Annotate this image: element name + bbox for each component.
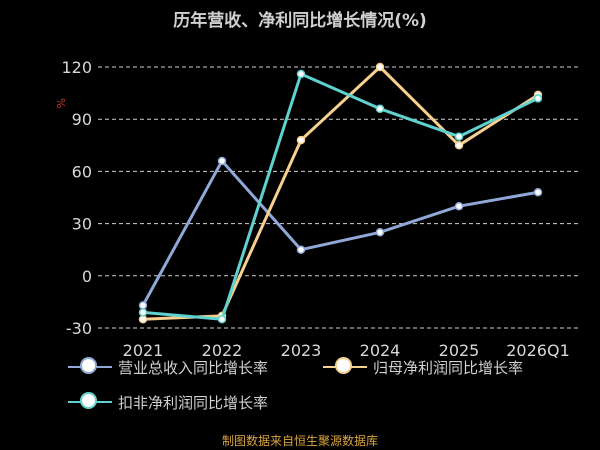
- data-point: [296, 69, 306, 79]
- x-tick-label: 2023: [281, 341, 322, 360]
- data-point: [296, 245, 306, 254]
- data-point: [533, 188, 543, 197]
- legend-marker: [323, 355, 367, 379]
- y-tick-labels: -30 0 30 60 90 120: [61, 58, 92, 338]
- data-point: [217, 156, 227, 166]
- series-line: [142, 72, 539, 321]
- x-tick-label: 2021: [123, 341, 164, 360]
- legend-label: 营业总收入同比增长率: [118, 358, 269, 377]
- data-point: [375, 104, 385, 114]
- legend-marker: [68, 355, 112, 379]
- series-1: [138, 156, 543, 310]
- series-line: [141, 159, 539, 307]
- y-tick-label: 120: [61, 58, 92, 77]
- chart-title: 历年营收、净利同比增长情况(%): [173, 11, 427, 31]
- data-point: [217, 315, 227, 324]
- series-3: [138, 69, 543, 324]
- legend-item[interactable]: 归母净利润同比增长率: [323, 355, 523, 379]
- data-point: [454, 141, 464, 150]
- y-tick-label: 90: [72, 110, 92, 129]
- data-point: [375, 228, 385, 237]
- y-tick-label: 60: [72, 162, 92, 181]
- legend-item[interactable]: 营业总收入同比增长率: [68, 355, 268, 379]
- y-tick-label: 30: [72, 215, 92, 234]
- x-tick-label: 2026Q1: [506, 341, 570, 360]
- data-point: [454, 201, 464, 211]
- series-line: [142, 65, 539, 321]
- legend-label: 扣非净利润同比增长率: [118, 393, 269, 412]
- data-point: [296, 135, 306, 145]
- series-2: [138, 62, 543, 324]
- series-layer: [138, 62, 543, 324]
- data-point: [138, 301, 148, 310]
- source-note: 制图数据来自恒生聚源数据库: [221, 434, 378, 448]
- x-tick-labels: 2021 2022 2023 2024 2025 2026Q1: [123, 341, 570, 360]
- y-tick-label: 0: [82, 267, 92, 286]
- y-tick-label: -30: [66, 319, 92, 338]
- x-tick-label: 2025: [439, 341, 480, 360]
- legend-label: 归母净利润同比增长率: [373, 358, 524, 377]
- legend-item[interactable]: 扣非净利润同比增长率: [68, 390, 268, 414]
- legend-marker: [68, 390, 112, 414]
- x-tick-label: 2022: [202, 341, 243, 360]
- data-point: [454, 132, 464, 141]
- y-axis-label: %: [54, 98, 67, 108]
- x-tick-label: 2024: [360, 341, 401, 360]
- data-point: [138, 315, 148, 324]
- data-point: [533, 94, 543, 103]
- data-point: [138, 308, 148, 317]
- data-point: [375, 62, 385, 72]
